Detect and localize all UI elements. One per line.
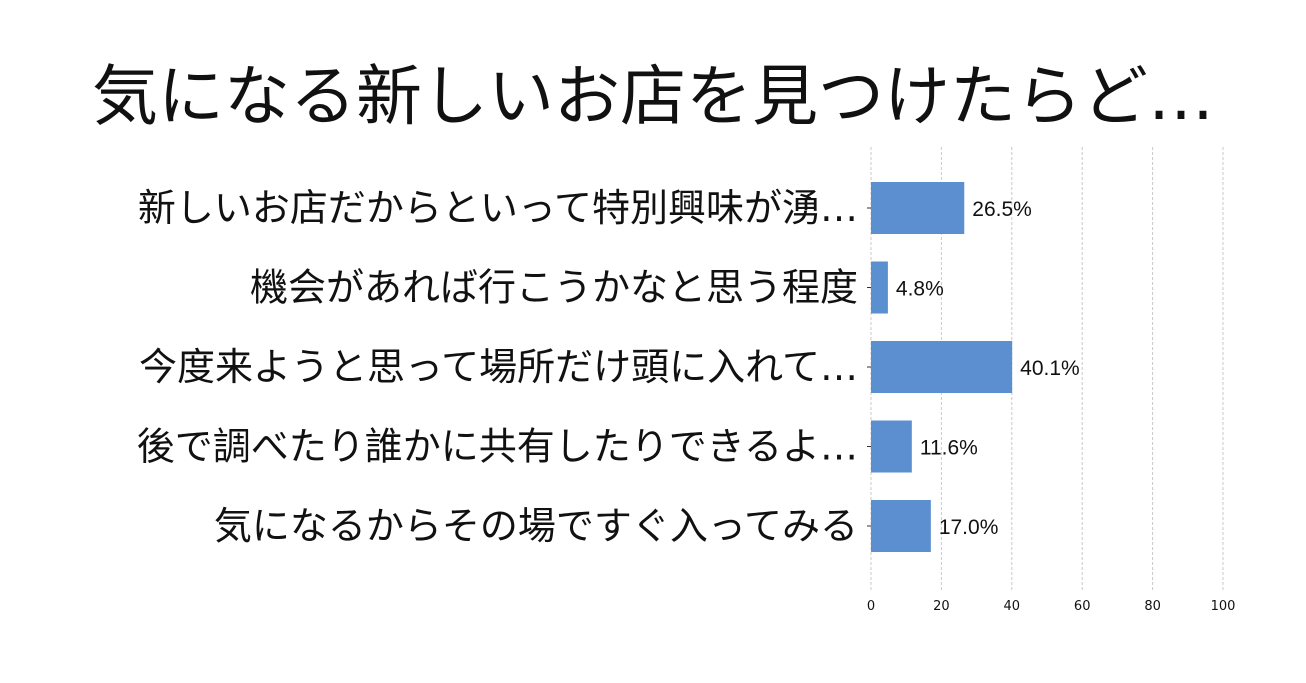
bar xyxy=(871,500,931,552)
bars xyxy=(871,182,1013,552)
bar xyxy=(871,420,912,473)
value-label: 17.0% xyxy=(939,516,999,539)
x-tick-label: 0 xyxy=(867,599,875,614)
category-label: 新しいお店だからといって特別興味が湧… xyxy=(138,186,858,230)
value-label: 4.8% xyxy=(896,278,944,301)
value-label: 26.5% xyxy=(972,198,1032,221)
x-tick-label: 60 xyxy=(1074,599,1091,614)
x-axis-ticks: 0 20 40 60 80 100 xyxy=(867,207,1236,614)
x-tick-label: 80 xyxy=(1144,599,1161,614)
category-label: 機会があれば行こうかなと思う程度 xyxy=(250,266,858,310)
value-labels: 26.5% 4.8% 40.1% 11.6% 17.0% xyxy=(896,198,1080,539)
bar xyxy=(871,261,888,314)
category-label: 後で調べたり誰かに共有したりできるよ… xyxy=(137,425,858,469)
value-label: 40.1% xyxy=(1020,357,1080,380)
x-tick-label: 20 xyxy=(933,599,950,614)
category-labels: 新しいお店だからといって特別興味が湧… 機会があれば行こうかなと思う程度今度来よう… xyxy=(137,186,858,548)
value-label: 11.6% xyxy=(920,437,978,460)
category-label: 気になるからその場ですぐ入ってみる xyxy=(214,504,858,548)
x-tick-label: 40 xyxy=(1004,599,1021,614)
x-tick-label: 100 xyxy=(1211,599,1236,614)
chart-title: 気になる新しいお店を見つけたらど… xyxy=(92,58,1214,135)
bar xyxy=(871,182,965,234)
bar xyxy=(871,341,1013,393)
category-label: 今度来ようと思って場所だけ頭に入れて… xyxy=(139,345,858,389)
